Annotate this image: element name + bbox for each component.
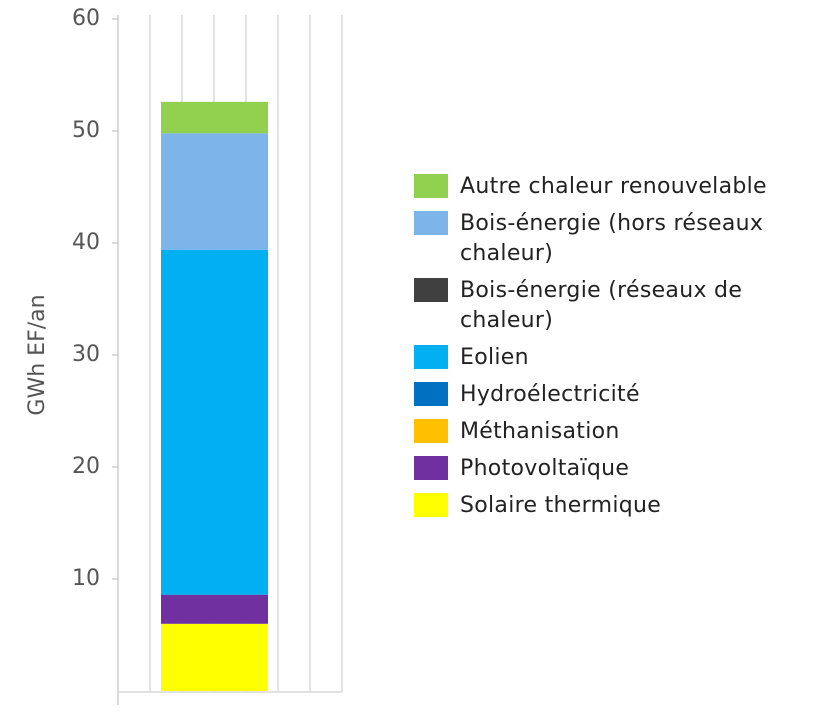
legend-item: Bois-énergie (hors réseaux chaleur) (414, 209, 824, 269)
y-tick-label: 60 (72, 6, 100, 31)
legend-label: Eolien (460, 345, 529, 370)
bar-segment (161, 101, 268, 134)
legend-item: Photovoltaïque (414, 454, 824, 484)
legend-item: Hydroélectricité (414, 380, 824, 410)
bar-segment (161, 594, 268, 624)
legend-swatch (414, 419, 448, 443)
y-tick-label: 40 (72, 230, 100, 255)
legend-swatch (414, 493, 448, 517)
legend-label: Photovoltaïque (460, 456, 630, 481)
y-tick-label: 10 (72, 566, 100, 591)
legend-swatch (414, 456, 448, 480)
legend-swatch (414, 174, 448, 198)
legend-item: Eolien (414, 343, 824, 373)
bar-segment (161, 133, 268, 250)
legend-swatch (414, 211, 448, 235)
legend-item: Bois-énergie (réseaux de chaleur) (414, 276, 824, 336)
legend-label: Bois-énergie (réseaux de chaleur) (460, 278, 743, 333)
legend-item: Solaire thermique (414, 491, 824, 521)
legend-swatch (414, 382, 448, 406)
y-axis-label: GWh EF/an (25, 294, 50, 415)
y-tick-label: 30 (72, 342, 100, 367)
legend-label: Autre chaleur renouvelable (460, 174, 767, 199)
bar-segment (161, 249, 268, 595)
legend-swatch (414, 278, 448, 302)
legend-label: Solaire thermique (460, 493, 662, 518)
legend-label: Hydroélectricité (460, 382, 640, 407)
y-tick-label: 50 (72, 118, 100, 143)
legend-label: Méthanisation (460, 419, 620, 444)
legend-swatch (414, 345, 448, 369)
legend-item: Autre chaleur renouvelable (414, 172, 824, 202)
legend-item: Méthanisation (414, 417, 824, 447)
bar-segment (161, 623, 268, 691)
y-tick-label: 20 (72, 454, 100, 479)
chart: GWh EF/an 10 20 30 40 50 60 (25, 6, 343, 705)
legend-label: Bois-énergie (hors réseaux chaleur) (460, 211, 764, 266)
legend: Autre chaleur renouvelable Bois-énergie (… (414, 172, 824, 528)
